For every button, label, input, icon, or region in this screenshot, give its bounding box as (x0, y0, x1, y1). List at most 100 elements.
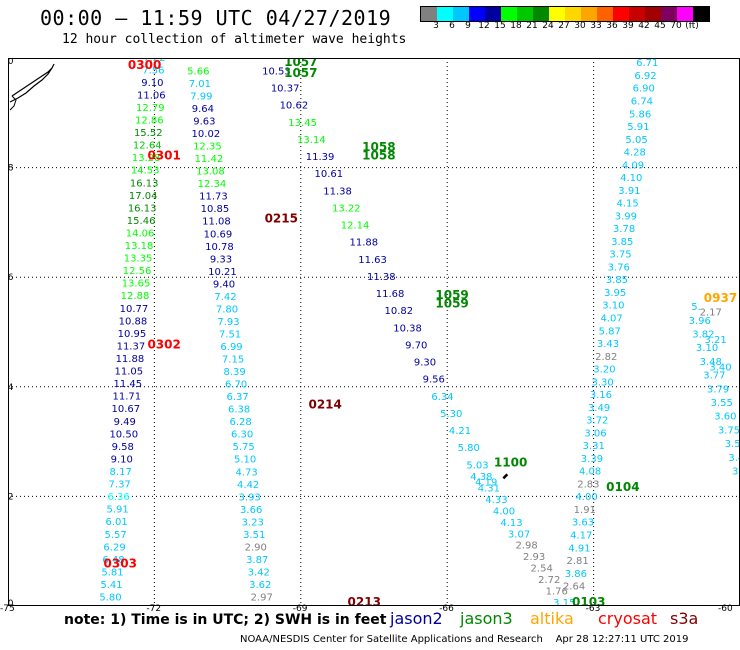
wave-height-value: 5.87 (599, 326, 621, 337)
legend-jason3: jason3 (460, 609, 513, 628)
wave-height-value: 3.75 (609, 250, 631, 261)
wave-height-value: 7.80 (216, 304, 238, 315)
wave-height-value: 5.91 (627, 122, 649, 133)
wave-height-value: 3.96 (689, 316, 711, 327)
wave-height-value: 3.82 (692, 329, 714, 340)
pass-time-label: 0215 (265, 211, 298, 225)
wave-height-value: 6.34 (431, 392, 453, 403)
wave-height-value: 3.60 (714, 412, 736, 423)
pass-time-label: 0303 (104, 557, 137, 571)
pass-time-label: 0103 (572, 595, 605, 606)
wave-height-value: 11.38 (367, 272, 396, 283)
wave-height-value: 3.91 (618, 186, 640, 197)
wave-height-value: 11.71 (113, 392, 142, 403)
wave-height-value: 6.74 (631, 97, 653, 108)
wave-height-value: 13.22 (332, 203, 361, 214)
wave-height-value: 2.82 (595, 352, 617, 363)
wave-height-value: 11.45 (114, 379, 143, 390)
wave-height-value: 11.88 (350, 238, 379, 249)
wave-height-value: 4.31 (478, 483, 500, 494)
wave-height-value: 14.06 (126, 228, 155, 239)
wave-height-value: 4.42 (237, 480, 259, 491)
wave-height-value: 5.66 (187, 66, 209, 77)
colorbar-swatch (597, 7, 613, 21)
wave-height-value: 7.22 (143, 58, 165, 64)
wave-height-value: 6.01 (105, 517, 127, 528)
wave-height-value: 4.07 (600, 314, 622, 325)
wave-height-value: 5.80 (458, 443, 480, 454)
wave-height-value: 4.17 (570, 531, 592, 542)
wave-height-value: 3.86 (565, 569, 587, 580)
credit-line: NOAA/NESDIS Center for Satellite Applica… (240, 634, 689, 645)
wave-height-value: 10.69 (204, 229, 233, 240)
legend-s3a: s3a (670, 609, 699, 628)
wave-height-value: 6.29 (103, 542, 125, 553)
wave-height-value: 9.49 (114, 417, 136, 428)
wave-height-value: 3.30 (592, 377, 614, 388)
pass-time-label: 1057 (284, 66, 317, 80)
map-subtitle: 12 hour collection of altimeter wave hei… (62, 32, 407, 47)
colorbar-swatch (549, 7, 565, 21)
wave-height-value: 12.86 (135, 116, 164, 127)
wave-height-value: 14.53 (131, 166, 160, 177)
colorbar-swatch (693, 7, 709, 21)
wave-height-value: 4.91 (568, 543, 590, 554)
longitude-tick-label: -63 (585, 604, 601, 614)
wave-height-value: 5.81 (101, 567, 123, 578)
colorbar-label: 12 (478, 21, 490, 31)
wave-height-value: 9.40 (213, 279, 235, 290)
wave-height-value: 3.76 (608, 262, 630, 273)
wave-height-value: 15.52 (134, 128, 163, 139)
wave-height-value: 6.48 (102, 555, 124, 566)
wave-height-value: 3.51 (243, 530, 265, 541)
colorbar-label: 15 (494, 21, 506, 31)
wave-height-value: 13.45 (288, 118, 317, 129)
wave-height-value: 5.10 (234, 455, 256, 466)
wave-height-value: 4.15 (617, 199, 639, 210)
wave-height-value: 5.80 (99, 593, 121, 604)
wave-height-value: 4.00 (493, 506, 515, 517)
wave-height-value: 13.28 (132, 153, 161, 164)
pass-time-label: 1057 (284, 58, 317, 69)
wave-height-value: 3.72 (586, 416, 608, 427)
wave-height-value: 7.93 (217, 317, 239, 328)
pass-time-label: 1058 (362, 148, 395, 162)
colorbar-swatch (469, 7, 485, 21)
wave-height-value: 4.00 (575, 492, 597, 503)
wave-height-value: 6.90 (633, 84, 655, 95)
colorbar-label: 39 (622, 21, 634, 31)
wave-height-value: 3.15 (553, 598, 575, 606)
wave-height-value: 10.82 (384, 306, 413, 317)
colorbar-label: 30 (574, 21, 586, 31)
wave-height-value: 10.53 (262, 66, 291, 77)
wave-height-value: 2.54 (531, 564, 553, 575)
colorbar-swatch (677, 7, 693, 21)
colorbar-swatch (629, 7, 645, 21)
wave-height-value: 3.85 (606, 275, 628, 286)
wave-height-value: 5.05 (625, 135, 647, 146)
wave-height-value: 3.16 (590, 390, 612, 401)
wave-height-value: 11.38 (323, 186, 352, 197)
colorbar-swatch (517, 7, 533, 21)
units-note: note: 1) Time is in UTC; 2) SWH is in fe… (64, 612, 387, 628)
coastline (9, 63, 55, 103)
wave-height-value: 3.78 (613, 224, 635, 235)
colorbar-swatch (421, 7, 437, 21)
wave-height-value: 7.51 (219, 329, 241, 340)
wave-height-value: 5.75 (233, 442, 255, 453)
wave-height-value: 6.70 (225, 380, 247, 391)
wave-height-value: 4.21 (449, 426, 471, 437)
wave-height-value: 13.65 (122, 279, 151, 290)
colorbar-label: 70 (670, 21, 682, 31)
wave-height-value: 11.42 (195, 154, 224, 165)
wave-height-value: 2.64 (563, 582, 585, 593)
latitude-tick-label: 34 (8, 383, 14, 393)
longitude-tick-label: -66 (439, 604, 454, 614)
colorbar-label: 33 (590, 21, 602, 31)
wave-height-value: 3.3 (732, 466, 740, 477)
wave-height-value: 3.4 (728, 453, 740, 464)
wave-height-value: 9.56 (423, 375, 445, 386)
map-title: 00:00 – 11:59 UTC 04/27/2019 (40, 6, 392, 30)
colorbar-swatch (565, 7, 581, 21)
latitude-tick-label: 32 (8, 492, 13, 502)
